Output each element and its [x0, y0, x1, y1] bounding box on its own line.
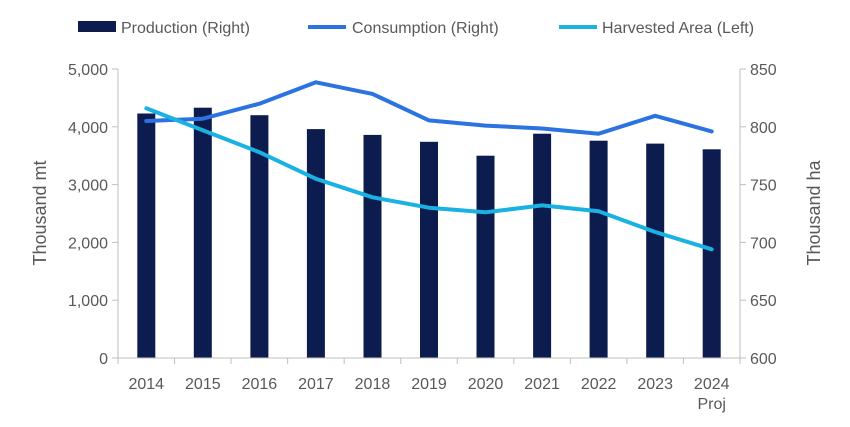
production-bars: [137, 107, 721, 358]
right-tick-label: 600: [750, 351, 777, 368]
bar-2023: [646, 143, 665, 358]
left-tick-label: 2,000: [68, 235, 108, 252]
legend-label-harvested-area-left: Harvested Area (Left): [602, 20, 754, 37]
right-axis-title: Thousand ha: [804, 159, 824, 265]
left-tick-label: 4,000: [68, 120, 108, 137]
legend-swatch-production-right: [78, 21, 116, 32]
right-tick-label: 700: [750, 235, 777, 252]
left-tick-label: 3,000: [68, 178, 108, 195]
bar-2015: [193, 107, 212, 358]
axes: 0 1,000 2,000 3,000 4,000 5,000 600 650 700 750 80…: [68, 62, 777, 413]
consumption-right-line: [144, 80, 714, 136]
bar-2022: [589, 140, 608, 358]
left-tick-label: 5,000: [68, 62, 108, 79]
series-lines: [144, 80, 714, 252]
right-tick-label: 650: [750, 293, 777, 310]
x-tick-label: 2019: [411, 376, 447, 393]
x-tick-label: 2023: [637, 376, 673, 393]
bar-2018: [363, 134, 382, 358]
bar-2016: [250, 115, 269, 358]
bar-2024: [702, 149, 721, 358]
x-tick-label: 2017: [298, 376, 334, 393]
right-tick-label: 850: [750, 62, 777, 79]
right-tick-label: 750: [750, 178, 777, 195]
bar-2021: [533, 133, 552, 358]
x-tick-label: 2024: [694, 376, 730, 393]
x-tick-label: 2016: [242, 376, 278, 393]
x-tick-label: 2018: [355, 376, 391, 393]
x-tick-label: 2022: [581, 376, 617, 393]
left-tick-label: 0: [99, 351, 108, 368]
legend-label-production-right: Production (Right): [121, 20, 250, 37]
bar-2017: [306, 129, 325, 358]
x-tick-sublabel: Proj: [698, 396, 726, 413]
x-tick-label: 2014: [128, 376, 164, 393]
x-tick-label: 2020: [468, 376, 504, 393]
legend: Production (Right) Consumption (Right) Har…: [78, 20, 754, 37]
left-tick-label: 1,000: [68, 293, 108, 310]
bar-2014: [137, 113, 156, 358]
harvested-area-left-line: [144, 106, 714, 252]
bar-2020: [476, 155, 495, 358]
legend-label-consumption-right: Consumption (Right): [352, 20, 499, 37]
x-tick-label: 2021: [524, 376, 560, 393]
x-tick-label: 2015: [185, 376, 221, 393]
bar-2019: [420, 141, 438, 358]
right-tick-label: 800: [750, 120, 777, 137]
left-axis-title: Thousand mt: [30, 160, 50, 265]
